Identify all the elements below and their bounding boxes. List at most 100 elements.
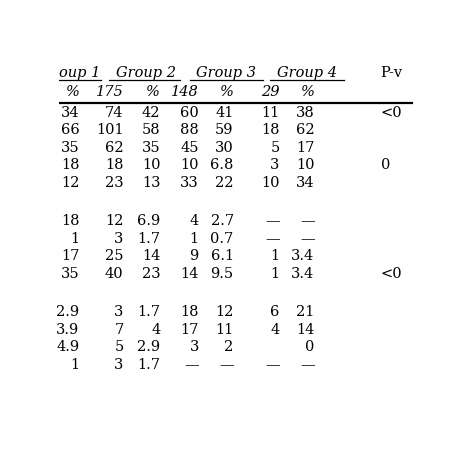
Text: 59: 59 — [215, 123, 234, 137]
Text: oup 1: oup 1 — [59, 66, 100, 80]
Text: —: — — [300, 232, 315, 246]
Text: 30: 30 — [215, 141, 234, 155]
Text: 41: 41 — [215, 106, 234, 120]
Text: 62: 62 — [296, 123, 315, 137]
Text: 2.9: 2.9 — [56, 305, 80, 319]
Text: 5: 5 — [114, 340, 124, 355]
Text: 17: 17 — [181, 323, 199, 337]
Text: %: % — [146, 84, 160, 99]
Text: 5: 5 — [270, 141, 280, 155]
Text: 66: 66 — [61, 123, 80, 137]
Text: 35: 35 — [61, 267, 80, 281]
Text: 2.9: 2.9 — [137, 340, 160, 355]
Text: 62: 62 — [105, 141, 124, 155]
Text: —: — — [265, 214, 280, 228]
Text: 101: 101 — [96, 123, 124, 137]
Text: 1: 1 — [271, 267, 280, 281]
Text: <0: <0 — [381, 267, 402, 281]
Text: 18: 18 — [105, 158, 124, 172]
Text: 9: 9 — [190, 249, 199, 264]
Text: %: % — [65, 84, 80, 99]
Text: —: — — [300, 214, 315, 228]
Text: 1.7: 1.7 — [137, 305, 160, 319]
Text: 3.9: 3.9 — [56, 323, 80, 337]
Text: 6.9: 6.9 — [137, 214, 160, 228]
Text: Group 3: Group 3 — [196, 66, 256, 80]
Text: 1: 1 — [271, 249, 280, 264]
Text: 4: 4 — [190, 214, 199, 228]
Text: Group 4: Group 4 — [277, 66, 337, 80]
Text: —: — — [265, 358, 280, 372]
Text: 18: 18 — [61, 158, 80, 172]
Text: Group 2: Group 2 — [116, 66, 175, 80]
Text: 4: 4 — [270, 323, 280, 337]
Text: 33: 33 — [180, 176, 199, 190]
Text: 4: 4 — [151, 323, 160, 337]
Text: 34: 34 — [61, 106, 80, 120]
Text: 18: 18 — [180, 305, 199, 319]
Text: 35: 35 — [61, 141, 80, 155]
Text: 13: 13 — [142, 176, 160, 190]
Text: 18: 18 — [261, 123, 280, 137]
Text: %: % — [301, 84, 315, 99]
Text: 14: 14 — [181, 267, 199, 281]
Text: 0: 0 — [381, 158, 390, 172]
Text: 18: 18 — [61, 214, 80, 228]
Text: 2: 2 — [225, 340, 234, 355]
Text: 0: 0 — [305, 340, 315, 355]
Text: 6.1: 6.1 — [210, 249, 234, 264]
Text: 6: 6 — [270, 305, 280, 319]
Text: —: — — [265, 232, 280, 246]
Text: 14: 14 — [142, 249, 160, 264]
Text: 23: 23 — [142, 267, 160, 281]
Text: 148: 148 — [171, 84, 199, 99]
Text: 9.5: 9.5 — [210, 267, 234, 281]
Text: 0.7: 0.7 — [210, 232, 234, 246]
Text: 3.4: 3.4 — [292, 249, 315, 264]
Text: 12: 12 — [61, 176, 80, 190]
Text: 1: 1 — [70, 232, 80, 246]
Text: 29: 29 — [261, 84, 280, 99]
Text: 11: 11 — [216, 323, 234, 337]
Text: <0: <0 — [381, 106, 402, 120]
Text: 60: 60 — [180, 106, 199, 120]
Text: 14: 14 — [296, 323, 315, 337]
Text: 17: 17 — [61, 249, 80, 264]
Text: 12: 12 — [105, 214, 124, 228]
Text: 17: 17 — [296, 141, 315, 155]
Text: 3: 3 — [270, 158, 280, 172]
Text: 10: 10 — [180, 158, 199, 172]
Text: 10: 10 — [261, 176, 280, 190]
Text: 1: 1 — [70, 358, 80, 372]
Text: 38: 38 — [296, 106, 315, 120]
Text: 11: 11 — [261, 106, 280, 120]
Text: 74: 74 — [105, 106, 124, 120]
Text: 175: 175 — [96, 84, 124, 99]
Text: P-v: P-v — [381, 66, 403, 80]
Text: 88: 88 — [180, 123, 199, 137]
Text: 10: 10 — [296, 158, 315, 172]
Text: 7: 7 — [114, 323, 124, 337]
Text: 23: 23 — [105, 176, 124, 190]
Text: 42: 42 — [142, 106, 160, 120]
Text: —: — — [219, 358, 234, 372]
Text: 12: 12 — [215, 305, 234, 319]
Text: 1: 1 — [190, 232, 199, 246]
Text: 25: 25 — [105, 249, 124, 264]
Text: 3: 3 — [114, 305, 124, 319]
Text: 35: 35 — [142, 141, 160, 155]
Text: 21: 21 — [296, 305, 315, 319]
Text: —: — — [184, 358, 199, 372]
Text: 34: 34 — [296, 176, 315, 190]
Text: 2.7: 2.7 — [210, 214, 234, 228]
Text: —: — — [300, 358, 315, 372]
Text: 10: 10 — [142, 158, 160, 172]
Text: 3: 3 — [114, 232, 124, 246]
Text: 3.4: 3.4 — [292, 267, 315, 281]
Text: %: % — [220, 84, 234, 99]
Text: 3: 3 — [114, 358, 124, 372]
Text: 58: 58 — [142, 123, 160, 137]
Text: 22: 22 — [215, 176, 234, 190]
Text: 1.7: 1.7 — [137, 232, 160, 246]
Text: 3: 3 — [190, 340, 199, 355]
